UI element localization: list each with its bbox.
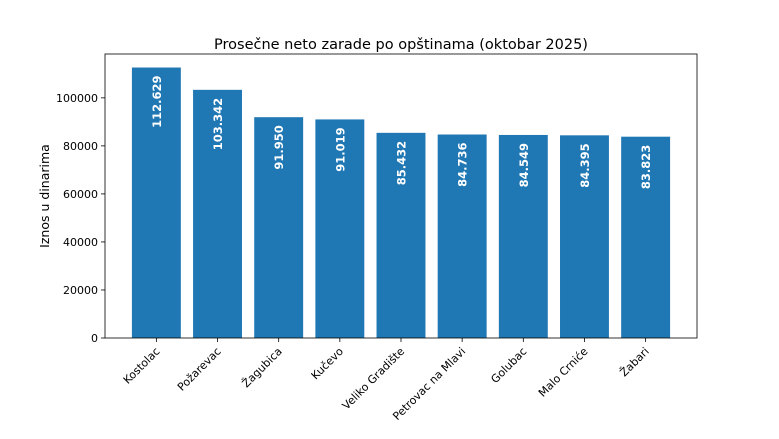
bar <box>254 117 304 338</box>
chart-title: Prosečne neto zarade po opštinama (oktob… <box>214 37 588 53</box>
x-tick-label: Žabari <box>617 345 651 379</box>
data-label: 91.019 <box>333 127 347 171</box>
bar <box>315 119 365 338</box>
data-label: 83.823 <box>639 145 653 189</box>
x-tick-label: Golubac <box>488 345 529 386</box>
y-tick-label: 0 <box>91 332 98 345</box>
bar <box>376 132 426 338</box>
bar <box>131 67 181 339</box>
y-axis-label: Iznos u dinarima <box>37 144 52 248</box>
bar <box>621 136 671 338</box>
bar <box>498 134 548 338</box>
bar <box>437 134 487 338</box>
x-tick-label: Žagubica <box>240 345 285 390</box>
x-tick-label: Malo Crniće <box>536 345 591 400</box>
x-tick-label: Kučevo <box>309 345 346 382</box>
data-label: 112.629 <box>150 76 164 128</box>
data-label: 84.395 <box>578 143 592 187</box>
x-tick-label: Požarevac <box>175 345 224 394</box>
bar <box>193 89 242 338</box>
y-tick-label: 100000 <box>56 92 98 105</box>
y-tick-label: 40000 <box>63 236 98 249</box>
data-label: 85.432 <box>395 141 409 185</box>
data-label: 84.549 <box>517 143 531 187</box>
data-label: 84.736 <box>456 143 470 187</box>
x-tick-label: Kostolac <box>121 345 163 387</box>
y-tick-label: 80000 <box>63 140 98 153</box>
data-label: 103.342 <box>211 98 225 150</box>
x-tick-label: Veliko Gradište <box>340 345 408 413</box>
data-label: 91.950 <box>272 125 286 169</box>
y-tick-label: 60000 <box>63 188 98 201</box>
bar <box>560 135 609 338</box>
plot-frame <box>104 53 698 339</box>
y-tick-label: 20000 <box>63 284 98 297</box>
